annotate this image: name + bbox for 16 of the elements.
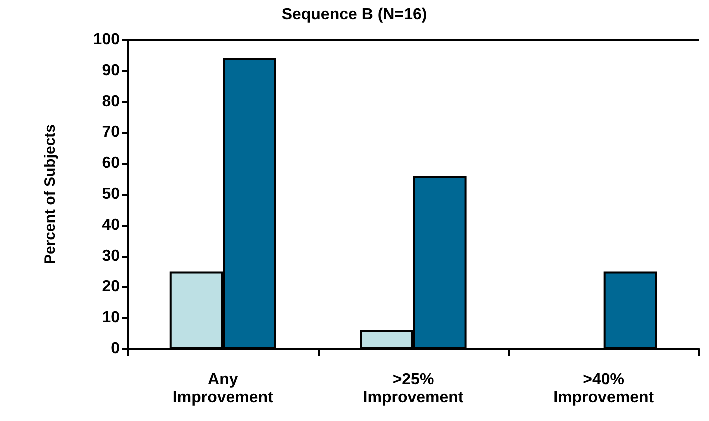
y-tick-label: 100 [93, 32, 120, 48]
x-tick-label: >25% Improvement [363, 372, 464, 406]
y-tick-label: 30 [102, 248, 120, 265]
y-tick-label: 20 [102, 278, 120, 296]
x-tick-label: Any Improvement [172, 372, 274, 406]
y-tick-label: 50 [102, 186, 120, 203]
y-tick-label: 70 [102, 124, 120, 142]
y-tick-label: 40 [102, 216, 120, 234]
y-axis-title: Percent of Subjects [42, 124, 59, 265]
x-tick-label: >40% Improvement [554, 372, 655, 406]
y-tick-label: 0 [111, 340, 120, 358]
y-tick-label: 80 [102, 93, 120, 110]
chart-title: Sequence B (N=16) [282, 6, 428, 24]
y-tick-label: 90 [102, 62, 120, 80]
y-tick-label: 60 [102, 155, 120, 172]
y-tick-label: 10 [102, 310, 120, 327]
